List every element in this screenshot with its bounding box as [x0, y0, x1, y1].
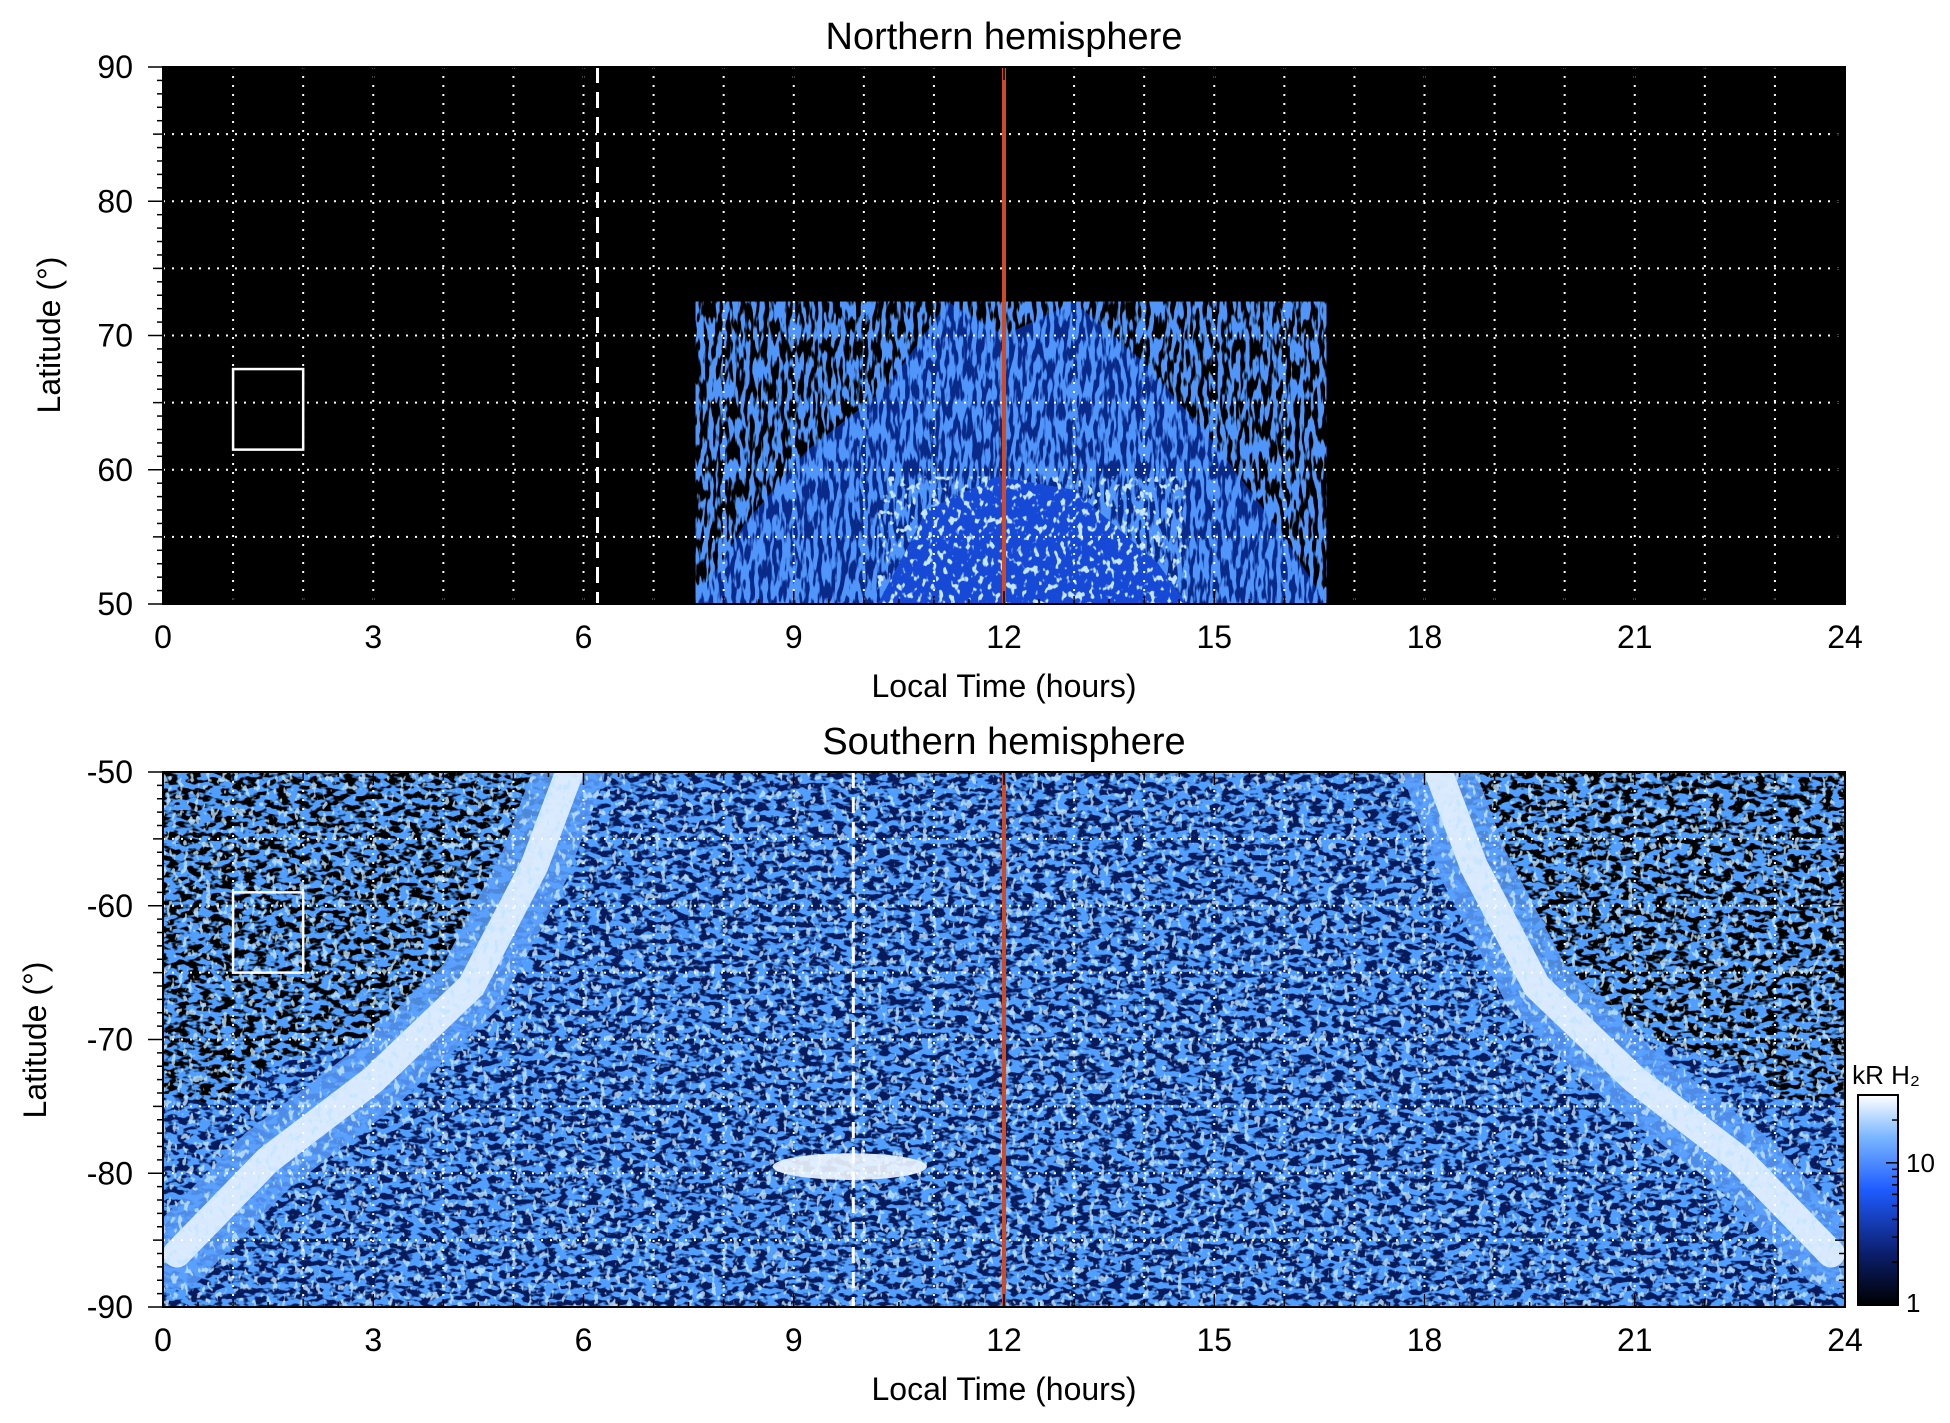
north-bright-core-speckle: [877, 476, 1187, 604]
south-grid: [163, 772, 1845, 1307]
south-x-axis-label: Local Time (hours): [872, 1371, 1137, 1407]
north-y-tick-label: 70: [97, 318, 133, 354]
south-bright-spot: [772, 1153, 927, 1180]
south-x-tick-label: 9: [785, 1322, 803, 1358]
south-panel-title: Southern hemisphere: [822, 721, 1185, 763]
southern-hemisphere-panel: Southern hemisphere 0 3 6 9 12 15 18 21 24 -90 -8…: [17, 721, 1935, 1407]
south-x-tick-label: 0: [154, 1322, 172, 1358]
south-x-tick-label: 21: [1617, 1322, 1653, 1358]
north-emission-region: [695, 301, 1327, 604]
north-x-tick-label: 21: [1617, 619, 1653, 655]
north-grid: [163, 67, 1845, 604]
north-x-tick-label: 9: [785, 619, 803, 655]
colorbar-label: kR H₂: [1852, 1060, 1920, 1090]
colorbar: kR H₂ 1 10: [1852, 1060, 1935, 1318]
south-x-tick-label: 18: [1407, 1322, 1443, 1358]
south-y-axis-label: Latitude (°): [17, 962, 53, 1119]
north-x-tick-label: 6: [575, 619, 593, 655]
south-x-tick-label: 12: [986, 1322, 1022, 1358]
north-x-tick-label: 12: [986, 619, 1022, 655]
south-x-axis: 0 3 6 9 12 15 18 21 24: [154, 772, 1863, 1358]
north-y-tick-label: 80: [97, 183, 133, 219]
north-reference-box: [231, 367, 305, 451]
south-x-tick-label: 15: [1196, 1322, 1232, 1358]
north-y-tick-label: 50: [97, 586, 133, 622]
south-y-tick-label: -50: [87, 754, 133, 790]
north-x-tick-label: 0: [154, 619, 172, 655]
north-panel-title: Northern hemisphere: [826, 16, 1183, 58]
north-y-axis: 50 60 70 80 90: [97, 49, 1845, 622]
north-x-tick-label: 24: [1827, 619, 1863, 655]
south-y-tick-label: -90: [87, 1289, 133, 1325]
north-x-axis: 0 3 6 9 12 15 18 21 24: [154, 67, 1863, 655]
north-x-tick-label: 18: [1407, 619, 1443, 655]
south-y-tick-label: -80: [87, 1155, 133, 1191]
south-y-axis: -90 -80 -70 -60 -50: [87, 754, 1845, 1325]
south-reference-box: [231, 891, 305, 974]
colorbar-ticks: 1 10: [1886, 1119, 1935, 1318]
south-y-tick-label: -60: [87, 888, 133, 924]
north-emission-streaks: [695, 301, 1327, 604]
north-x-axis-label: Local Time (hours): [872, 668, 1137, 704]
north-y-tick-label: 90: [97, 49, 133, 85]
south-x-tick-label: 24: [1827, 1322, 1863, 1358]
north-x-tick-label: 15: [1196, 619, 1232, 655]
north-y-axis-label: Latitude (°): [31, 257, 67, 414]
north-y-tick-label: 60: [97, 452, 133, 488]
colorbar-tick-label: 10: [1906, 1148, 1935, 1178]
north-x-tick-label: 3: [364, 619, 382, 655]
northern-hemisphere-panel: Northern hemisphere 0 3 6 9 12 15 18 21 24 50 60 7…: [31, 16, 1863, 704]
south-x-tick-label: 3: [364, 1322, 382, 1358]
colorbar-gradient: [1857, 1094, 1899, 1306]
south-y-tick-label: -70: [87, 1022, 133, 1058]
colorbar-tick-label: 1: [1906, 1288, 1920, 1318]
south-x-tick-label: 6: [575, 1322, 593, 1358]
